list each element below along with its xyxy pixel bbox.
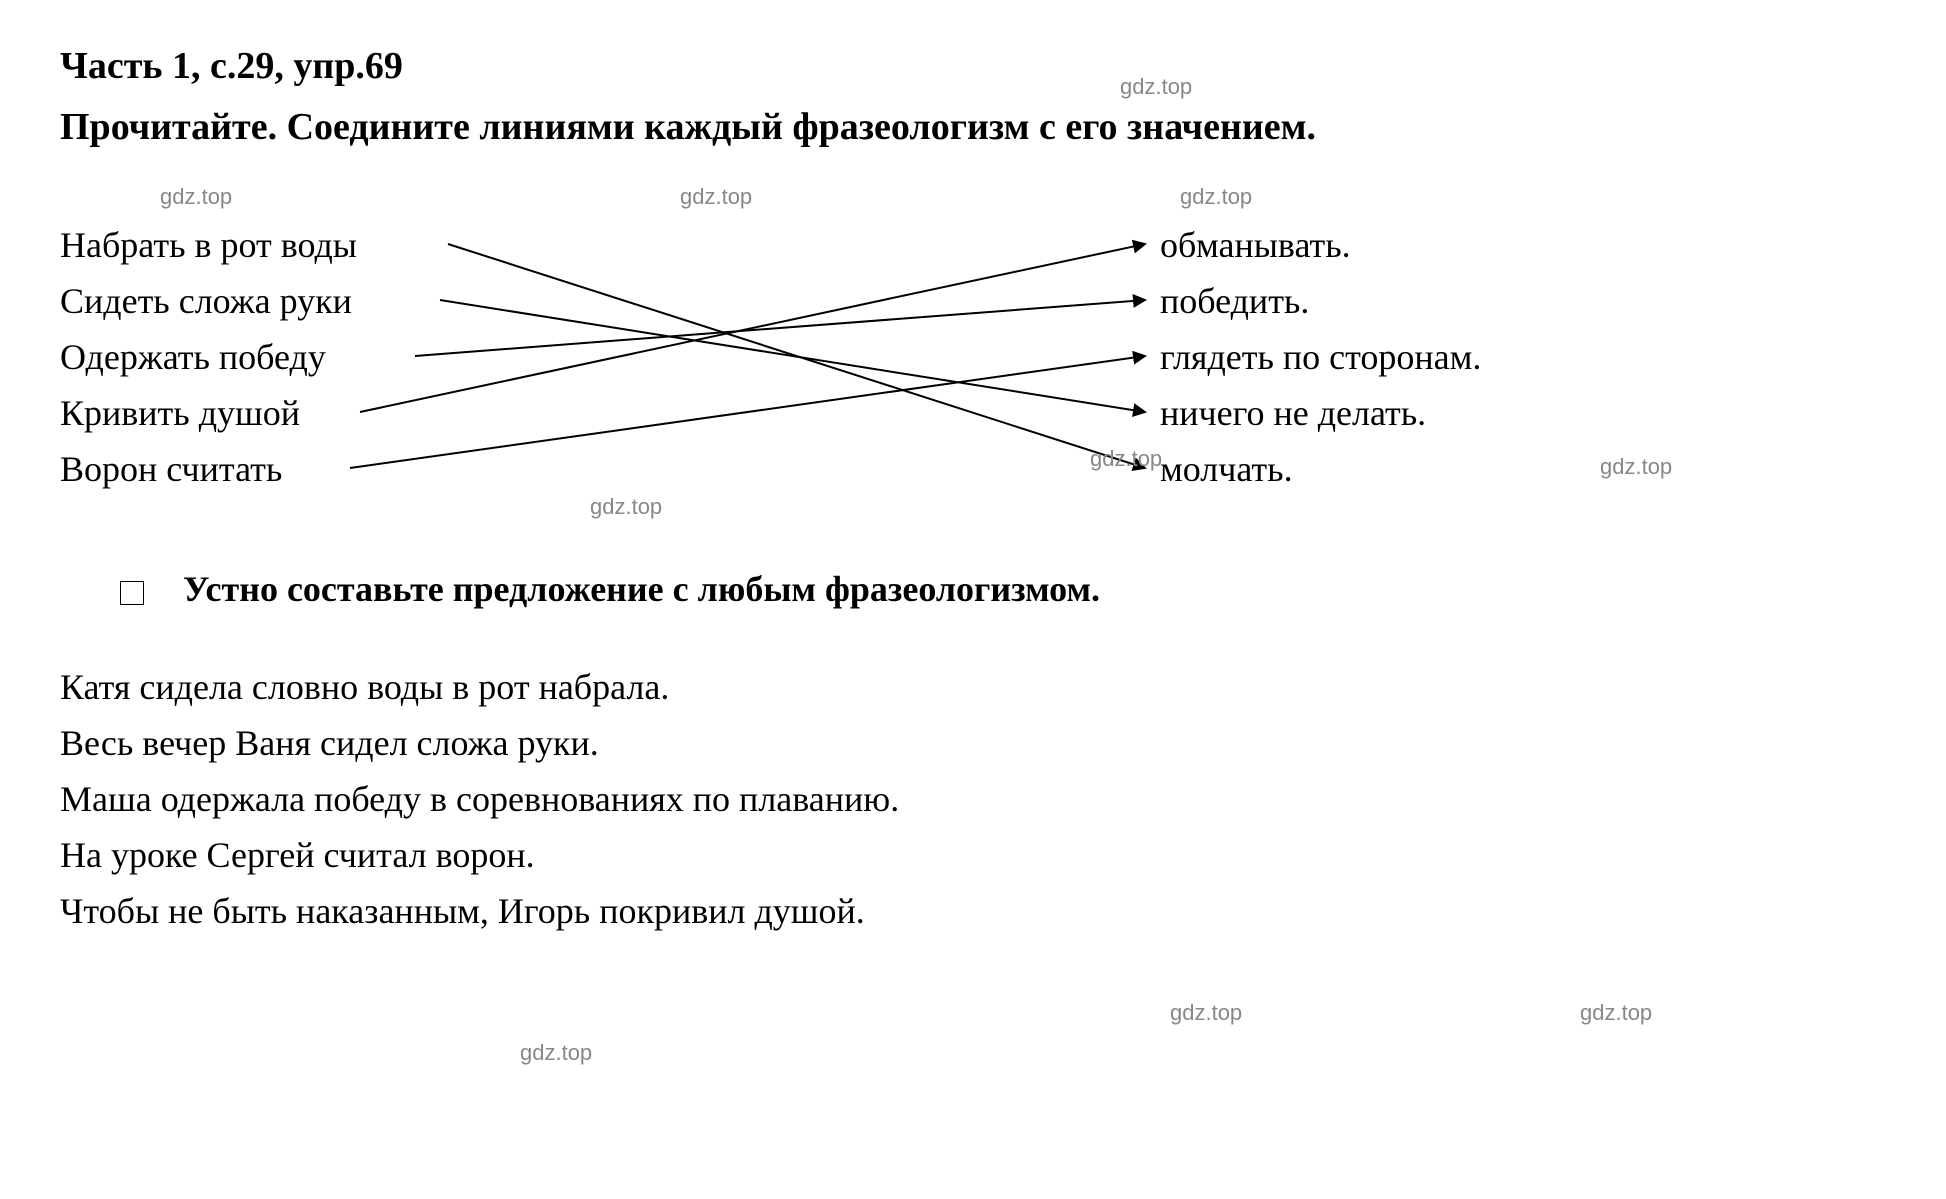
right-item: победить. <box>1160 274 1481 330</box>
watermark: gdz.top <box>1090 446 1162 472</box>
right-item: молчать. <box>1160 442 1481 498</box>
watermark: gdz.top <box>1580 1000 1652 1026</box>
watermark: gdz.top <box>1180 184 1252 210</box>
left-item: Ворон считать <box>60 442 357 498</box>
left-column: Набрать в рот воды Сидеть сложа руки Оде… <box>60 218 357 497</box>
left-item: Одержать победу <box>60 330 357 386</box>
answer-line: Маша одержала победу в соревнованиях по … <box>60 772 1886 828</box>
header-line: Часть 1, с.29, упр.69 <box>60 40 1886 93</box>
watermark: gdz.top <box>1120 74 1192 100</box>
checkbox-icon <box>120 581 144 605</box>
subtask: Устно составьте предложение с любым фраз… <box>120 568 1886 610</box>
matching-diagram: Набрать в рот воды Сидеть сложа руки Оде… <box>60 178 1860 518</box>
watermark: gdz.top <box>1600 454 1672 480</box>
watermark: gdz.top <box>680 184 752 210</box>
answers-block: Катя сидела словно воды в рот набрала. В… <box>60 660 1886 939</box>
watermark: gdz.top <box>1170 1000 1242 1026</box>
answer-line: На уроке Сергей считал ворон. <box>60 828 1886 884</box>
instruction-text: Прочитайте. Соедините линиями каждый фра… <box>60 101 1886 154</box>
left-item: Набрать в рот воды <box>60 218 357 274</box>
right-item: глядеть по сторонам. <box>1160 330 1481 386</box>
left-item: Сидеть сложа руки <box>60 274 357 330</box>
right-column: обманывать. победить. глядеть по сторона… <box>1160 218 1481 497</box>
answer-line: Чтобы не быть наказанным, Игорь покривил… <box>60 884 1886 940</box>
subtask-text: Устно составьте предложение с любым фраз… <box>183 569 1100 609</box>
watermark: gdz.top <box>160 184 232 210</box>
page-container: Часть 1, с.29, упр.69 Прочитайте. Соедин… <box>60 40 1886 939</box>
watermark: gdz.top <box>590 494 662 520</box>
left-item: Кривить душой <box>60 386 357 442</box>
answer-line: Весь вечер Ваня сидел сложа руки. <box>60 716 1886 772</box>
answer-line: Катя сидела словно воды в рот набрала. <box>60 660 1886 716</box>
right-item: обманывать. <box>1160 218 1481 274</box>
watermark: gdz.top <box>520 1040 592 1066</box>
right-item: ничего не делать. <box>1160 386 1481 442</box>
